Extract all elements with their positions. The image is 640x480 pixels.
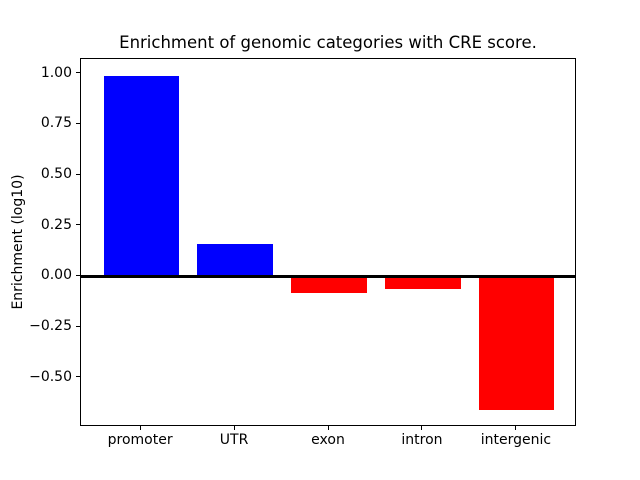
y-tick-label: 0.75 <box>40 115 72 132</box>
x-tick-mark <box>421 426 423 430</box>
bar-intron <box>385 276 461 289</box>
x-tick-label-UTR: UTR <box>219 432 249 448</box>
y-tick-mark <box>76 224 80 226</box>
y-tick-mark <box>76 173 80 175</box>
y-tick-mark <box>76 376 80 378</box>
x-tick-mark <box>515 426 517 430</box>
x-tick-label-promoter: promoter <box>107 432 173 448</box>
x-tick-mark <box>233 426 235 430</box>
plot-area <box>80 58 576 426</box>
y-tick-label: −0.25 <box>29 318 72 335</box>
bar-promoter <box>103 75 179 277</box>
y-axis-label: Enrichment (log10) <box>10 174 26 310</box>
y-tick-mark <box>76 274 80 276</box>
y-tick-label: −0.50 <box>29 368 72 385</box>
chart-title: Enrichment of genomic categories with CR… <box>119 33 537 52</box>
x-tick-label-exon: exon <box>311 432 345 448</box>
y-tick-label: 0.00 <box>40 267 72 284</box>
x-tick-mark <box>139 426 141 430</box>
zero-line <box>81 275 575 278</box>
x-tick-label-intergenic: intergenic <box>480 432 552 448</box>
bar-intergenic <box>479 276 555 411</box>
y-tick-mark <box>76 72 80 74</box>
bar-UTR <box>197 244 273 277</box>
x-tick-label-intron: intron <box>401 432 443 448</box>
y-tick-mark <box>76 325 80 327</box>
y-tick-label: 0.25 <box>40 216 72 233</box>
x-tick-mark <box>327 426 329 430</box>
y-tick-label: 1.00 <box>40 64 72 81</box>
y-tick-label: 0.50 <box>40 166 72 183</box>
y-tick-mark <box>76 122 80 124</box>
bar-exon <box>291 276 367 293</box>
